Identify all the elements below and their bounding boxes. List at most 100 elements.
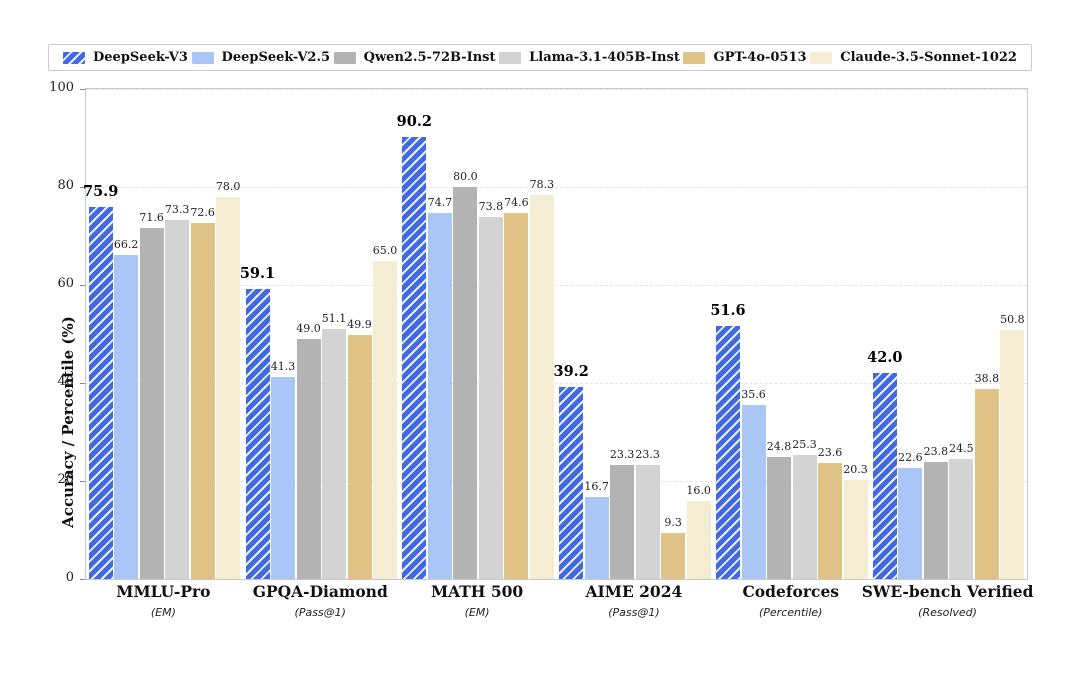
legend-item-Llama-3.1-405B-Inst: Llama-3.1-405B-Inst: [499, 50, 680, 65]
gridline-40: [86, 383, 1027, 384]
bar-value-label: 20.3: [843, 462, 868, 476]
y-tick-label: 0: [65, 570, 74, 585]
x-axis-labels: MMLU-Pro (EM) GPQA-Diamond (Pass@1) MATH 500…: [85, 582, 1033, 642]
bar-DeepSeek-V2.5-AIME 2024: [584, 497, 609, 579]
category-name: SWE-bench Verified: [861, 582, 1034, 601]
bar-Claude-3.5-Sonnet-1022-SWE-bench Verified: [1000, 330, 1025, 579]
x-label-Codeforces: Codeforces (Percentile): [742, 582, 839, 619]
bar-value-label: 24.8: [766, 440, 792, 454]
bar-value-label: 41.3: [270, 359, 296, 373]
legend-label: DeepSeek-V2.5: [221, 50, 331, 65]
category-metric: (Pass@1): [294, 606, 346, 619]
x-label-GPQA-Diamond: GPQA-Diamond (Pass@1): [253, 582, 388, 619]
bar-value-label: 38.8: [974, 371, 1000, 385]
chart-legend: DeepSeek-V3 DeepSeek-V2.5 Qwen2.5-72B-Inst…: [48, 44, 1032, 71]
bar-value-label: 90.2: [396, 113, 432, 131]
category-name: GPQA-Diamond: [252, 582, 388, 601]
bar-value-label: 9.3: [664, 516, 682, 530]
y-tick-label: 60: [57, 276, 74, 291]
bar-GPT-4o-0513-AIME 2024: [661, 533, 686, 579]
bar-value-label: 73.8: [478, 200, 504, 214]
y-axis-title: Accuracy / Percentile (%): [59, 316, 77, 528]
bar-Qwen2.5-72B-Inst-MATH 500: [453, 187, 478, 579]
gridline-60: [86, 285, 1027, 286]
legend-item-GPT-4o-0513: GPT-4o-0513: [683, 50, 807, 65]
bar-Llama-3.1-405B-Inst-SWE-bench Verified: [949, 458, 974, 579]
bar-value-label: 23.8: [923, 445, 949, 459]
y-tick-mark: [80, 480, 85, 482]
x-label-AIME 2024: AIME 2024 (Pass@1): [586, 582, 683, 619]
category-metric: (EM): [150, 606, 176, 619]
legend-label: DeepSeek-V3: [93, 50, 188, 65]
gridline-100: [86, 89, 1027, 90]
category-metric: (Resolved): [918, 606, 977, 619]
x-label-SWE-bench Verified: SWE-bench Verified (Resolved): [862, 582, 1034, 619]
y-tick-mark: [80, 88, 85, 90]
bar-DeepSeek-V3-MATH 500: [402, 137, 427, 579]
legend-item-Claude-3.5-Sonnet-1022: Claude-3.5-Sonnet-1022: [810, 50, 1017, 65]
bar-DeepSeek-V3-SWE-bench Verified: [872, 373, 897, 579]
bar-value-label: 74.7: [427, 195, 453, 209]
bar-value-label: 25.3: [792, 438, 817, 452]
legend-item-DeepSeek-V3: DeepSeek-V3: [63, 50, 188, 65]
bar-Qwen2.5-72B-Inst-Codeforces: [767, 457, 791, 579]
legend-swatch: [683, 51, 706, 64]
y-tick-label: 80: [57, 178, 74, 193]
bar-Claude-3.5-Sonnet-1022-MMLU-Pro: [216, 196, 241, 579]
bar-Llama-3.1-405B-Inst-Codeforces: [792, 455, 817, 579]
bar-value-label: 66.2: [113, 237, 139, 251]
bar-value-label: 23.3: [635, 447, 660, 461]
bar-GPT-4o-0513-MMLU-Pro: [190, 223, 215, 579]
legend-label: Qwen2.5-72B-Inst: [363, 50, 496, 65]
bar-DeepSeek-V3-MMLU-Pro: [88, 207, 113, 579]
bar-GPT-4o-0513-Codeforces: [818, 463, 842, 579]
legend-label: Llama-3.1-405B-Inst: [529, 50, 680, 65]
bar-value-label: 16.0: [686, 483, 711, 497]
bar-DeepSeek-V2.5-Codeforces: [741, 404, 766, 579]
bar-value-label: 78.0: [215, 179, 241, 193]
x-label-MMLU-Pro: MMLU-Pro (EM): [116, 582, 210, 619]
y-tick-mark: [80, 382, 85, 384]
bar-value-label: 24.5: [949, 441, 974, 455]
legend-swatch: [499, 51, 522, 64]
gridline-80: [86, 187, 1027, 188]
legend-item-DeepSeek-V2.5: DeepSeek-V2.5: [191, 50, 331, 65]
category-name: MMLU-Pro: [116, 582, 211, 601]
bar-Claude-3.5-Sonnet-1022-MATH 500: [529, 195, 554, 579]
bar-Claude-3.5-Sonnet-1022-GPQA-Diamond: [373, 260, 397, 579]
category-name: Codeforces: [742, 582, 840, 601]
bar-value-label: 49.9: [347, 317, 372, 331]
bar-GPT-4o-0513-SWE-bench Verified: [974, 388, 999, 579]
y-tick-label: 20: [57, 472, 74, 487]
bar-DeepSeek-V3-AIME 2024: [559, 386, 584, 579]
x-label-MATH 500: MATH 500 (EM): [431, 582, 523, 619]
bar-value-label: 39.2: [553, 362, 589, 380]
bar-DeepSeek-V3-Codeforces: [716, 326, 740, 579]
category-name: MATH 500: [430, 582, 524, 601]
bar-DeepSeek-V2.5-MMLU-Pro: [114, 254, 139, 579]
plot-area: Accuracy / Percentile (%) 0 20 40 60 80 100 75…: [49, 80, 1028, 585]
legend-item-Qwen2.5-72B-Inst: Qwen2.5-72B-Inst: [333, 50, 496, 65]
bar-value-label: 59.1: [239, 265, 276, 283]
bar-value-label: 78.3: [529, 178, 555, 192]
bar-DeepSeek-V2.5-MATH 500: [427, 212, 452, 579]
bar-value-label: 23.3: [609, 447, 635, 461]
bar-value-label: 71.6: [139, 211, 164, 225]
y-tick-label: 40: [57, 374, 74, 389]
legend-label: Claude-3.5-Sonnet-1022: [840, 50, 1017, 65]
bar-value-label: 72.6: [190, 206, 215, 220]
bar-value-label: 49.0: [296, 321, 321, 335]
legend-swatch: [810, 51, 833, 64]
legend-swatch: [63, 51, 85, 64]
bar-value-label: 73.3: [164, 202, 190, 216]
bar-value-label: 35.6: [741, 387, 766, 401]
bar-value-label: 42.0: [867, 349, 903, 367]
legend-swatch: [333, 51, 356, 64]
category-metric: (Pass@1): [608, 606, 660, 619]
bar-Qwen2.5-72B-Inst-AIME 2024: [610, 464, 635, 579]
bar-value-label: 51.6: [710, 302, 746, 320]
category-metric: (Percentile): [758, 606, 823, 619]
gridline-20: [86, 481, 1027, 482]
bar-value-label: 51.1: [321, 311, 347, 325]
